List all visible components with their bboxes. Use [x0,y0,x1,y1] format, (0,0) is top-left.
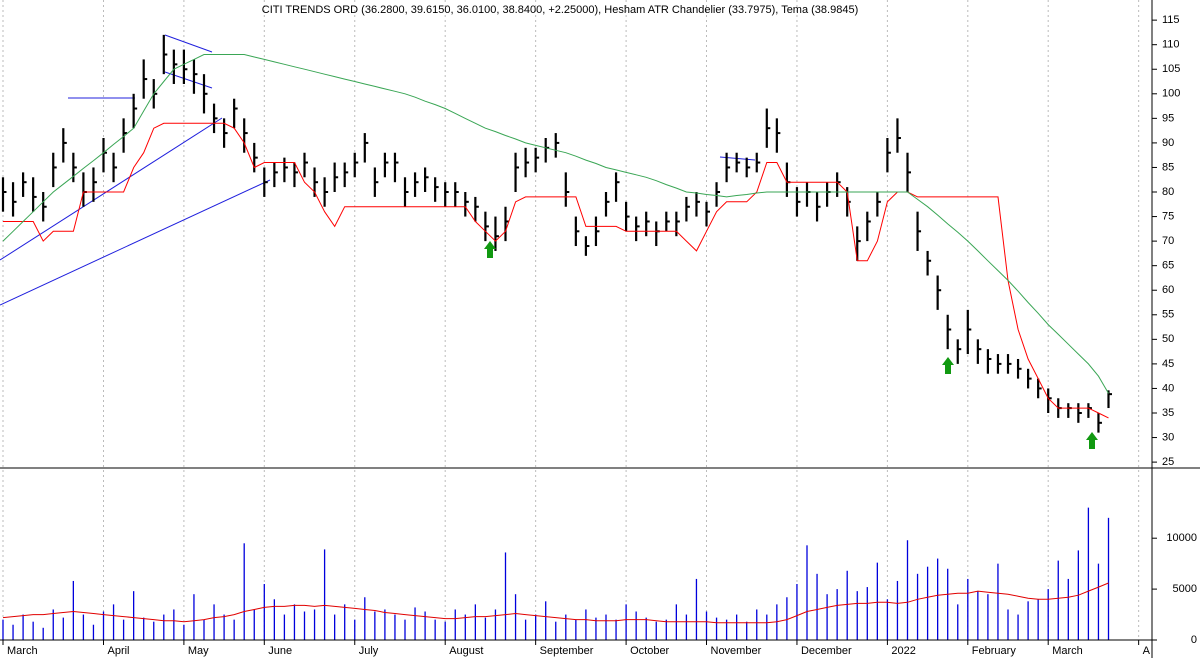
y-tick-label: 105 [1162,63,1180,75]
x-tick-label: 2022 [891,645,915,657]
y-tick-label: 55 [1162,309,1174,321]
signal-arrows [484,241,1098,449]
y-tick-label: 50 [1162,333,1174,345]
y-tick-label: 35 [1162,407,1174,419]
y-tick-label: 115 [1162,14,1180,26]
y-tick-label: 40 [1162,382,1174,394]
y-tick-label: 110 [1162,39,1180,51]
x-tick-label: November [711,645,762,657]
y-tick-label: 70 [1162,235,1174,247]
x-tick-label: July [359,645,379,657]
y-tick-label: 100 [1162,88,1180,100]
buy-arrow [484,241,496,258]
x-tick-label: December [801,645,852,657]
y-tick-label: 95 [1162,112,1174,124]
indicator-line [2,582,1109,624]
x-tick-label: May [188,645,209,657]
y-tick-label: 60 [1162,284,1174,296]
y-tick-label: 10000 [1166,532,1197,544]
buy-arrow [1086,432,1098,449]
y-tick-label: 75 [1162,210,1174,222]
x-tick-label: October [630,645,669,657]
trend-line [0,117,223,261]
indicator-line [3,122,1109,419]
x-tick-label: A [1143,645,1151,657]
grid-layer [2,0,1140,640]
y-tick-label: 25 [1162,456,1174,468]
x-tick-label: June [268,645,292,657]
y-tick-label: 90 [1162,137,1174,149]
buy-arrow [942,357,954,374]
y-tick-label: 0 [1191,634,1197,646]
chart-title: CITI TRENDS ORD (36.2800, 39.6150, 36.01… [262,4,859,16]
x-tick-label: September [540,645,594,657]
plot-layer [1,34,1112,640]
x-tick-label: April [108,645,130,657]
x-tick-label: February [972,645,1017,657]
trend-line [0,179,271,306]
y-tick-label: 45 [1162,358,1174,370]
y-tick-label: 30 [1162,431,1174,443]
y-tick-label: 5000 [1173,583,1197,595]
indicator-line [2,54,1109,394]
x-tick-label: March [1052,645,1083,657]
y-tick-label: 80 [1162,186,1174,198]
y-tick-label: 85 [1162,161,1174,173]
x-tick-label: March [7,645,38,657]
y-tick-label: 65 [1162,260,1174,272]
trend-line [164,34,213,53]
x-tick-label: August [449,645,483,657]
